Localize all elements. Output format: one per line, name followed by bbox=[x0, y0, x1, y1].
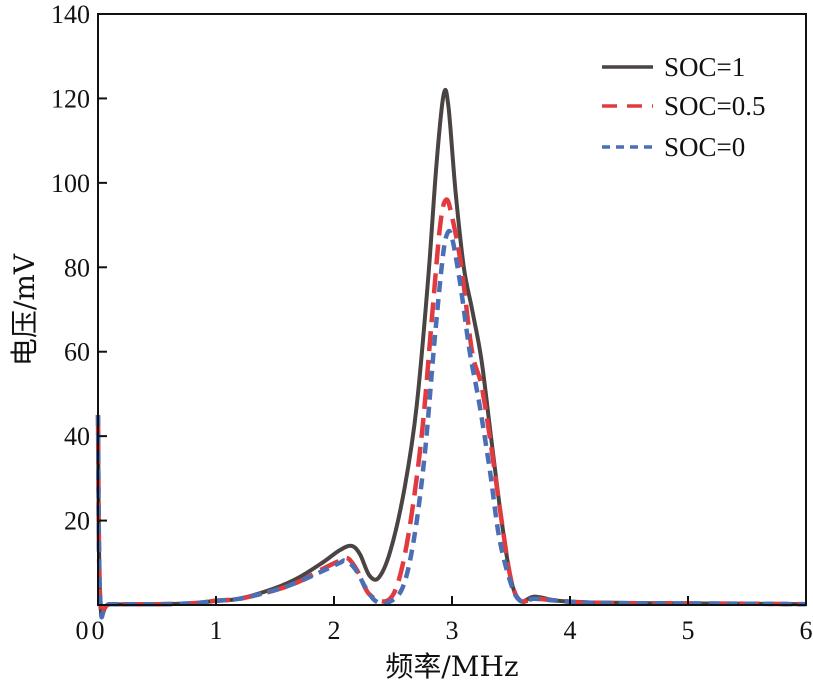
y-tick-label: 120 bbox=[51, 84, 90, 113]
series-line-2 bbox=[95, 228, 807, 620]
x-tick-label: 4 bbox=[564, 616, 577, 645]
series-line-0 bbox=[96, 87, 807, 620]
legend: SOC=1 SOC=0.5 SOC=0 bbox=[602, 52, 766, 162]
series-line-1 bbox=[95, 197, 807, 620]
x-tick-label: 0 bbox=[92, 616, 105, 645]
x-tick-label: 3 bbox=[446, 616, 459, 645]
y-tick-label: 40 bbox=[64, 422, 90, 451]
y-tick-label: 100 bbox=[51, 169, 90, 198]
y-axis-label: 电压/mV bbox=[8, 253, 41, 366]
x-tick-label: 5 bbox=[682, 616, 695, 645]
x-tick-label: 1 bbox=[210, 616, 223, 645]
legend-label-2: SOC=0 bbox=[664, 132, 745, 162]
origin-label: 0 bbox=[76, 616, 89, 645]
x-tick-label: 2 bbox=[328, 616, 341, 645]
series-curves bbox=[95, 87, 807, 620]
x-axis-label: 频率/MHz bbox=[385, 650, 518, 682]
legend-label-1: SOC=0.5 bbox=[664, 91, 766, 121]
y-tick-label: 20 bbox=[64, 507, 90, 536]
y-tick-label: 60 bbox=[64, 338, 90, 367]
y-tick-label: 140 bbox=[51, 0, 90, 29]
y-tick-label: 80 bbox=[64, 253, 90, 282]
axis-ticks bbox=[97, 13, 807, 605]
x-tick-label: 6 bbox=[800, 616, 813, 645]
legend-label-0: SOC=1 bbox=[664, 52, 745, 82]
